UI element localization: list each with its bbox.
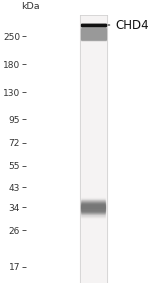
Text: kDa: kDa [21,2,40,11]
Bar [80,15,107,283]
Text: CHD4: CHD4 [108,19,149,31]
